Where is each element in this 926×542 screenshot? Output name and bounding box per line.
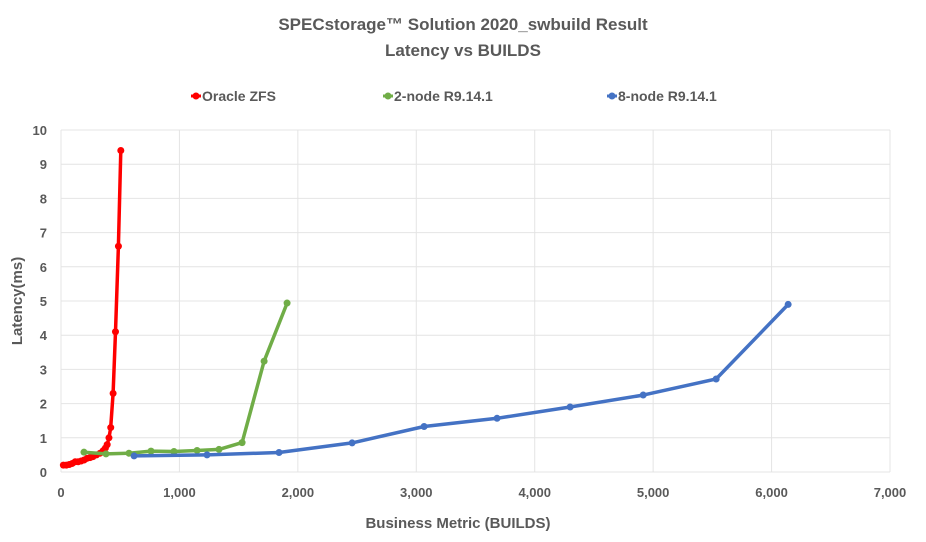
data-point (80, 448, 88, 456)
gridlines (60, 129, 891, 473)
data-point (493, 414, 501, 422)
data-point (260, 357, 268, 365)
series-8-node-r9-14-1 (130, 300, 792, 460)
y-tick-label: 2 (40, 397, 47, 412)
chart-subtitle: Latency vs BUILDS (385, 41, 541, 60)
y-tick-label: 0 (40, 465, 47, 480)
x-tick-label: 4,000 (518, 485, 551, 500)
y-tick-label: 8 (40, 191, 47, 206)
data-point (283, 299, 291, 307)
data-point (238, 439, 246, 447)
x-tick-label: 1,000 (163, 485, 196, 500)
y-tick-label: 7 (40, 226, 47, 241)
legend: Oracle ZFS 2-node R9.14.1 8-node R9.14.1 (191, 88, 717, 104)
data-point (114, 242, 122, 250)
y-tick-label: 4 (40, 328, 48, 343)
data-point (111, 328, 119, 336)
x-tick-label: 2,000 (282, 485, 315, 500)
data-point (130, 452, 138, 460)
y-tick-label: 9 (40, 157, 47, 172)
x-tick-label: 6,000 (755, 485, 788, 500)
data-point (639, 391, 647, 399)
legend-swatch-marker (384, 92, 392, 100)
data-point (102, 450, 110, 458)
y-tick-label: 6 (40, 260, 47, 275)
x-tick-label: 0 (57, 485, 64, 500)
data-point (203, 451, 211, 459)
series-line (83, 302, 289, 456)
data-point (275, 449, 283, 457)
x-axis-label: Business Metric (BUILDS) (365, 515, 550, 532)
data-point (147, 447, 155, 455)
data-point (420, 423, 428, 431)
legend-swatch-marker (192, 92, 200, 100)
legend-swatch-marker (608, 92, 616, 100)
chart-title: SPECstorage™ Solution 2020_swbuild Resul… (278, 15, 648, 34)
series-line (63, 150, 123, 467)
data-point (117, 147, 125, 155)
data-point (193, 446, 201, 454)
x-tick-label: 7,000 (874, 485, 907, 500)
y-tick-label: 1 (40, 431, 47, 446)
series-group (59, 147, 792, 469)
data-point (712, 375, 720, 383)
data-point (107, 424, 115, 432)
legend-label: 8-node R9.14.1 (618, 88, 717, 104)
data-point (109, 389, 117, 397)
series-oracle-zfs (59, 147, 125, 469)
x-tick-label: 5,000 (637, 485, 670, 500)
y-tick-label: 3 (40, 362, 47, 377)
legend-label: Oracle ZFS (202, 88, 276, 104)
data-point (566, 403, 574, 411)
legend-label: 2-node R9.14.1 (394, 88, 493, 104)
tick-labels: 0 1 2 3 4 5 6 7 8 9 10 0 1,000 2,000 3,000 4,000 5,000 6,… (33, 123, 907, 500)
series-2-node-r9-14-1 (80, 299, 291, 458)
data-point (105, 434, 113, 442)
data-point (348, 439, 356, 447)
x-tick-label: 3,000 (400, 485, 433, 500)
data-point (170, 447, 178, 455)
y-tick-label: 5 (40, 294, 47, 309)
data-point (103, 441, 111, 449)
y-tick-label: 10 (33, 123, 47, 138)
y-axis-label: Latency(ms) (9, 257, 26, 345)
data-point (215, 445, 223, 453)
series-line (134, 303, 790, 458)
data-point (784, 300, 792, 308)
